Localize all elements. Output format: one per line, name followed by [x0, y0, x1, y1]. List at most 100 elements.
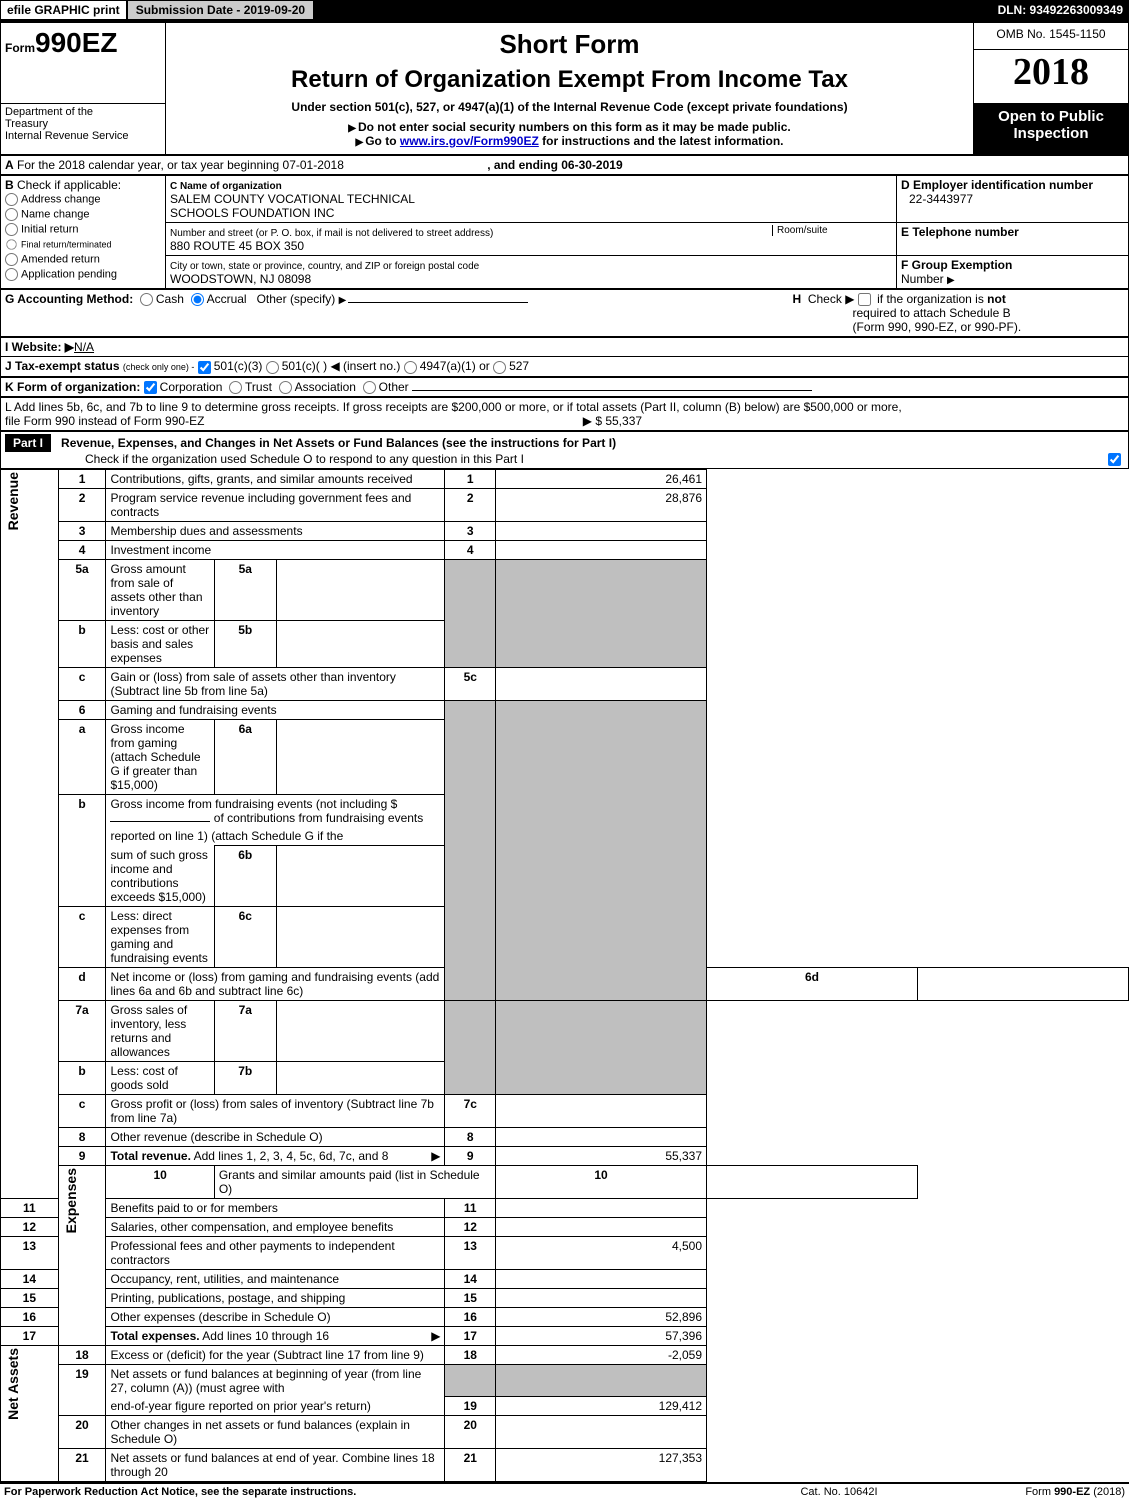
part1-header: Part I Revenue, Expenses, and Changes in…: [0, 431, 1129, 469]
form-cell: Form990EZ: [1, 23, 166, 104]
section-j: J Tax-exempt status (check only one) - 5…: [1, 357, 1129, 376]
form-number: 990EZ: [35, 27, 118, 58]
line-1-text: Contributions, gifts, grants, and simila…: [106, 470, 445, 489]
irs-link[interactable]: www.irs.gov/Form990EZ: [400, 134, 539, 148]
radio-other-org[interactable]: [363, 381, 376, 394]
k-table: K Form of organization: Corporation Trus…: [0, 377, 1129, 397]
chk-schedule-b[interactable]: [858, 293, 871, 306]
lines-table: Revenue 1 Contributions, gifts, grants, …: [0, 469, 1129, 1482]
goto-line: Go to www.irs.gov/Form990EZ for instruct…: [172, 134, 967, 148]
chk-application-pending[interactable]: Application pending: [5, 267, 161, 282]
part1-label: Part I: [5, 434, 51, 452]
radio-association[interactable]: [279, 381, 292, 394]
line-6-text: Gaming and fundraising events: [106, 701, 445, 720]
line-3-text: Membership dues and assessments: [106, 522, 445, 541]
dept-line1: Department of the: [5, 106, 161, 118]
chk-501c3[interactable]: [198, 361, 211, 374]
radio-527[interactable]: [493, 361, 506, 374]
line-1-box: 1: [445, 470, 496, 489]
line-2-num: 2: [58, 489, 106, 522]
chk-name-change[interactable]: Name change: [5, 207, 161, 222]
i-j-table: I Website: ▶N/A J Tax-exempt status (che…: [0, 337, 1129, 376]
line-6a-text: Gross income from gaming (attach Schedul…: [106, 720, 214, 795]
section-a: A For the 2018 calendar year, or tax yea…: [0, 155, 1129, 175]
irs-line: Internal Revenue Service: [5, 130, 161, 142]
omb-cell: OMB No. 1545-1150: [974, 23, 1129, 50]
line-17-text: Total expenses. Add lines 10 through 16▶: [106, 1326, 445, 1345]
form-990ez-label: Form990EZ: [5, 27, 161, 59]
line-9-text: Total revenue. Add lines 1, 2, 3, 4, 5c,…: [106, 1146, 445, 1165]
chk-corporation[interactable]: [144, 381, 157, 394]
org-info-table: B Check if applicable: Address change Na…: [0, 175, 1129, 289]
line-19-text: Net assets or fund balances at beginning…: [106, 1364, 445, 1397]
radio-501c[interactable]: [266, 361, 279, 374]
line-21-amt: 127,353: [496, 1449, 707, 1482]
section-i: I Website: ▶N/A: [1, 338, 1129, 357]
line-6b-text: Gross income from fundraising events (no…: [106, 795, 445, 828]
line-18-text: Excess or (deficit) for the year (Subtra…: [106, 1345, 445, 1364]
section-b: B Check if applicable: Address change Na…: [1, 176, 166, 289]
line-2-amt: 28,876: [496, 489, 707, 522]
radio-accrual[interactable]: [191, 293, 204, 306]
title-cell: Short Form Return of Organization Exempt…: [166, 23, 974, 155]
line-5c-text: Gain or (loss) from sale of assets other…: [106, 668, 445, 701]
line-a: A For the 2018 calendar year, or tax yea…: [1, 156, 1129, 175]
chk-schedule-o[interactable]: [1108, 453, 1121, 466]
line-9-amt: 55,337: [496, 1146, 707, 1165]
chk-final-return[interactable]: Final return/terminated: [5, 237, 161, 252]
return-title: Return of Organization Exempt From Incom…: [172, 66, 967, 94]
efile-print-button[interactable]: efile GRAPHIC print: [0, 0, 127, 20]
line-6b-text3: sum of such gross income and contributio…: [106, 846, 214, 907]
section-d: D Employer identification number 22-3443…: [897, 176, 1129, 223]
line-5b-text: Less: cost or other basis and sales expe…: [106, 621, 214, 668]
submission-date: Submission Date - 2019-09-20: [127, 0, 314, 20]
dln-label: DLN: 93492263009349: [992, 1, 1129, 19]
line-1-num: 1: [58, 470, 106, 489]
tax-year: 2018: [974, 50, 1129, 104]
line-2-text: Program service revenue including govern…: [106, 489, 445, 522]
section-l: L Add lines 5b, 6c, and 7b to line 9 to …: [1, 397, 1129, 430]
radio-cash[interactable]: [140, 293, 153, 306]
top-bar: efile GRAPHIC print Submission Date - 20…: [0, 0, 1129, 22]
chk-amended-return[interactable]: Amended return: [5, 252, 161, 267]
line-11-text: Benefits paid to or for members: [106, 1198, 445, 1217]
chk-initial-return[interactable]: Initial return: [5, 222, 161, 237]
under-section: Under section 501(c), 527, or 4947(a)(1)…: [172, 100, 967, 114]
line-19-amt: 129,412: [496, 1397, 707, 1416]
line-7b-text: Less: cost of goods sold: [106, 1061, 214, 1094]
chk-address-change[interactable]: Address change: [5, 192, 161, 207]
line-18-amt: -2,059: [496, 1345, 707, 1364]
section-c-city: City or town, state or province, country…: [166, 256, 897, 289]
line-4-text: Investment income: [106, 541, 445, 560]
footer-left: For Paperwork Reduction Act Notice, see …: [0, 1483, 729, 1500]
line-13-amt: 4,500: [496, 1236, 707, 1269]
line-21-text: Net assets or fund balances at end of ye…: [106, 1449, 445, 1482]
line-12-text: Salaries, other compensation, and employ…: [106, 1217, 445, 1236]
expenses-side-label: Expenses: [58, 1165, 106, 1345]
line-20-text: Other changes in net assets or fund bala…: [106, 1416, 445, 1449]
line-13-text: Professional fees and other payments to …: [106, 1236, 445, 1269]
radio-4947[interactable]: [404, 361, 417, 374]
line-8-text: Other revenue (describe in Schedule O): [106, 1127, 445, 1146]
open-to-public: Open to Public Inspection: [974, 103, 1129, 154]
section-h: H Check ▶ if the organization is not req…: [789, 290, 1129, 337]
section-c-street: Number and street (or P. O. box, if mail…: [166, 223, 897, 256]
l-table: L Add lines 5b, 6c, and 7b to line 9 to …: [0, 397, 1129, 431]
line-1-amt: 26,461: [496, 470, 707, 489]
line-10-text: Grants and similar amounts paid (list in…: [214, 1165, 495, 1198]
header-table: Form990EZ Short Form Return of Organizat…: [0, 22, 1129, 155]
part1-header-cell: Part I Revenue, Expenses, and Changes in…: [1, 431, 1129, 468]
short-form-title: Short Form: [172, 29, 967, 60]
form-prefix: Form: [5, 41, 35, 55]
line-6d-text: Net income or (loss) from gaming and fun…: [106, 967, 445, 1000]
line-16-text: Other expenses (describe in Schedule O): [106, 1307, 445, 1326]
netassets-side-label: Net Assets: [1, 1345, 59, 1482]
do-not-enter: Do not enter social security numbers on …: [172, 120, 967, 134]
line-7a-text: Gross sales of inventory, less returns a…: [106, 1000, 214, 1061]
line-6b-text2: reported on line 1) (attach Schedule G i…: [106, 827, 445, 846]
section-e: E Telephone number: [897, 223, 1129, 256]
line-6c-text: Less: direct expenses from gaming and fu…: [106, 906, 214, 967]
radio-trust[interactable]: [229, 381, 242, 394]
g-h-table: G Accounting Method: Cash Accrual Other …: [0, 289, 1129, 337]
section-g: G Accounting Method: Cash Accrual Other …: [1, 290, 789, 337]
